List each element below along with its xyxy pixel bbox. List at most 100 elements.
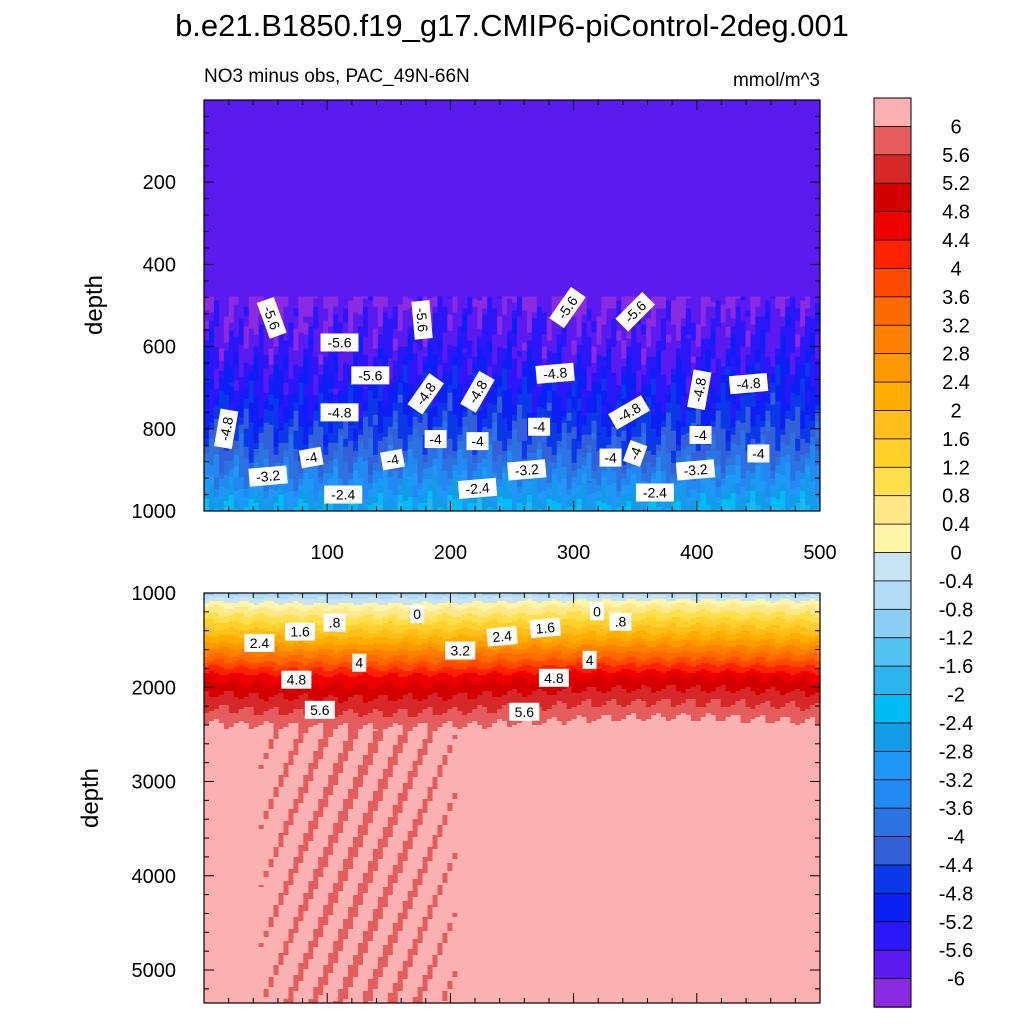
lower-plot-frame (203, 592, 821, 1004)
colorbar-swatch (873, 324, 912, 355)
colorbar-swatch (873, 97, 912, 128)
colorbar-swatch (873, 495, 912, 525)
lower-contour-field (204, 593, 820, 1003)
contour-label: 4.8 (538, 668, 569, 687)
colorbar-swatch (873, 211, 912, 241)
colorbar-label: 3.6 (942, 287, 970, 309)
contour-label: -2.4 (324, 485, 363, 504)
colorbar-swatch (873, 722, 912, 753)
colorbar-label: 1.6 (942, 429, 970, 451)
upper-left-title: NO3 minus obs, PAC_49N-66N (204, 66, 470, 87)
contour-label: 5.6 (304, 700, 335, 719)
colorbar-label: -2 (947, 685, 965, 707)
colorbar-swatch (873, 353, 912, 383)
colorbar-label: 3.2 (942, 315, 970, 337)
colorbar-swatch (873, 978, 912, 1008)
contour-label: -3.2 (675, 459, 716, 481)
y-tick-label: 600 (143, 337, 176, 359)
colorbar-label: -2.4 (939, 713, 973, 735)
colorbar-label: 4 (950, 258, 961, 280)
colorbar-swatch (873, 239, 912, 270)
contour-label: -2.4 (635, 483, 674, 502)
contour-label: 4.8 (281, 670, 312, 689)
lower-y-axis-label: depth (77, 768, 104, 828)
colorbar-swatch (873, 381, 912, 412)
y-tick-label: 1000 (132, 501, 177, 523)
contour-label: -5.6 (351, 366, 390, 385)
x-tick-label: 200 (434, 542, 467, 564)
colorbar-label: -5.2 (939, 912, 973, 934)
upper-plot-frame (203, 99, 821, 512)
contour-label: -5.6 (411, 300, 433, 340)
colorbar-label: 5.2 (942, 173, 970, 195)
colorbar-label: -6 (947, 969, 965, 991)
colorbar-label: 4.4 (942, 230, 970, 252)
contour-label: -4 (528, 417, 551, 436)
y-tick-label: 800 (143, 419, 176, 441)
colorbar-swatch (873, 608, 912, 639)
colorbar-swatch (873, 637, 912, 667)
colorbar: 6 5.6 5.2 4.8 4.4 4 3.6 3.2 2.8 2.4 2 1.6 1.2 0.8 0.4 0… (873, 97, 973, 1008)
colorbar-label: -1.6 (939, 656, 973, 678)
colorbar-swatch (873, 552, 912, 582)
contour-label: 2.4 (486, 626, 518, 647)
colorbar-label: -4.4 (939, 855, 973, 877)
colorbar-label: 5.6 (942, 145, 970, 167)
colorbar-label: -5.6 (939, 940, 973, 962)
colorbar-swatch (873, 410, 912, 440)
colorbar-swatch (873, 126, 912, 156)
colorbar-label: 0 (950, 543, 961, 565)
upper-units-title: mmol/m^3 (733, 70, 820, 91)
contour-label: 1.6 (285, 622, 316, 641)
chart-title: b.e21.B1850.f19_g17.CMIP6-piControl-2deg… (175, 8, 849, 43)
x-tick-label: 300 (557, 542, 590, 564)
y-tick-label: 4000 (132, 866, 177, 888)
colorbar-label: -4 (947, 827, 965, 849)
colorbar-label: -1.2 (939, 628, 973, 650)
colorbar-swatch (873, 438, 912, 468)
contour-label: -4.8 (687, 369, 712, 411)
contour-label: 5.6 (509, 702, 540, 721)
contour-label: -4 (689, 425, 712, 444)
contour-label: -4 (599, 448, 622, 467)
y-tick-label: 200 (143, 172, 176, 194)
contour-label: -5.6 (256, 296, 287, 339)
colorbar-swatch (873, 807, 912, 838)
colorbar-swatch (873, 523, 912, 554)
y-tick-label: 3000 (132, 772, 177, 794)
colorbar-swatch (873, 694, 912, 724)
colorbar-label: -3.6 (939, 798, 973, 820)
colorbar-swatch (873, 836, 912, 866)
colorbar-label: -0.4 (939, 571, 973, 593)
upper-panel: NO3 minus obs, PAC_49N-66N mmol/m^3 dept… (81, 66, 837, 564)
colorbar-label: 0.4 (942, 514, 970, 536)
colorbar-swatch (873, 949, 912, 980)
contour-label: 3.2 (445, 641, 476, 660)
colorbar-label: 2.4 (942, 372, 970, 394)
y-tick-label: 400 (143, 254, 176, 276)
upper-contour-field (204, 100, 820, 511)
colorbar-label: 4.8 (942, 202, 970, 224)
contour-label: -4 (298, 446, 324, 469)
colorbar-label: -3.2 (939, 770, 973, 792)
colorbar-swatch (873, 466, 912, 497)
x-tick-label: 400 (680, 542, 713, 564)
y-tick-label: 5000 (132, 960, 177, 982)
colorbar-label: 2 (950, 400, 961, 422)
contour-label: -4.8 (535, 362, 575, 384)
contour-label: 4 (352, 653, 367, 672)
x-tick-label: 500 (803, 542, 836, 564)
colorbar-label: 6 (950, 116, 961, 138)
colorbar-label: 0.8 (942, 486, 970, 508)
contour-label: -3.2 (248, 465, 288, 487)
colorbar-label: 2.8 (942, 344, 970, 366)
colorbar-label: -4.8 (939, 883, 973, 905)
contour-label: -4 (747, 444, 770, 463)
contour-label: -4.8 (728, 372, 769, 395)
contour-label: 2.4 (244, 633, 275, 652)
contour-label: -4 (424, 430, 447, 449)
contour-label: -2.4 (457, 477, 498, 500)
y-tick-label: 2000 (132, 677, 177, 699)
contour-label: -5.6 (320, 333, 359, 352)
